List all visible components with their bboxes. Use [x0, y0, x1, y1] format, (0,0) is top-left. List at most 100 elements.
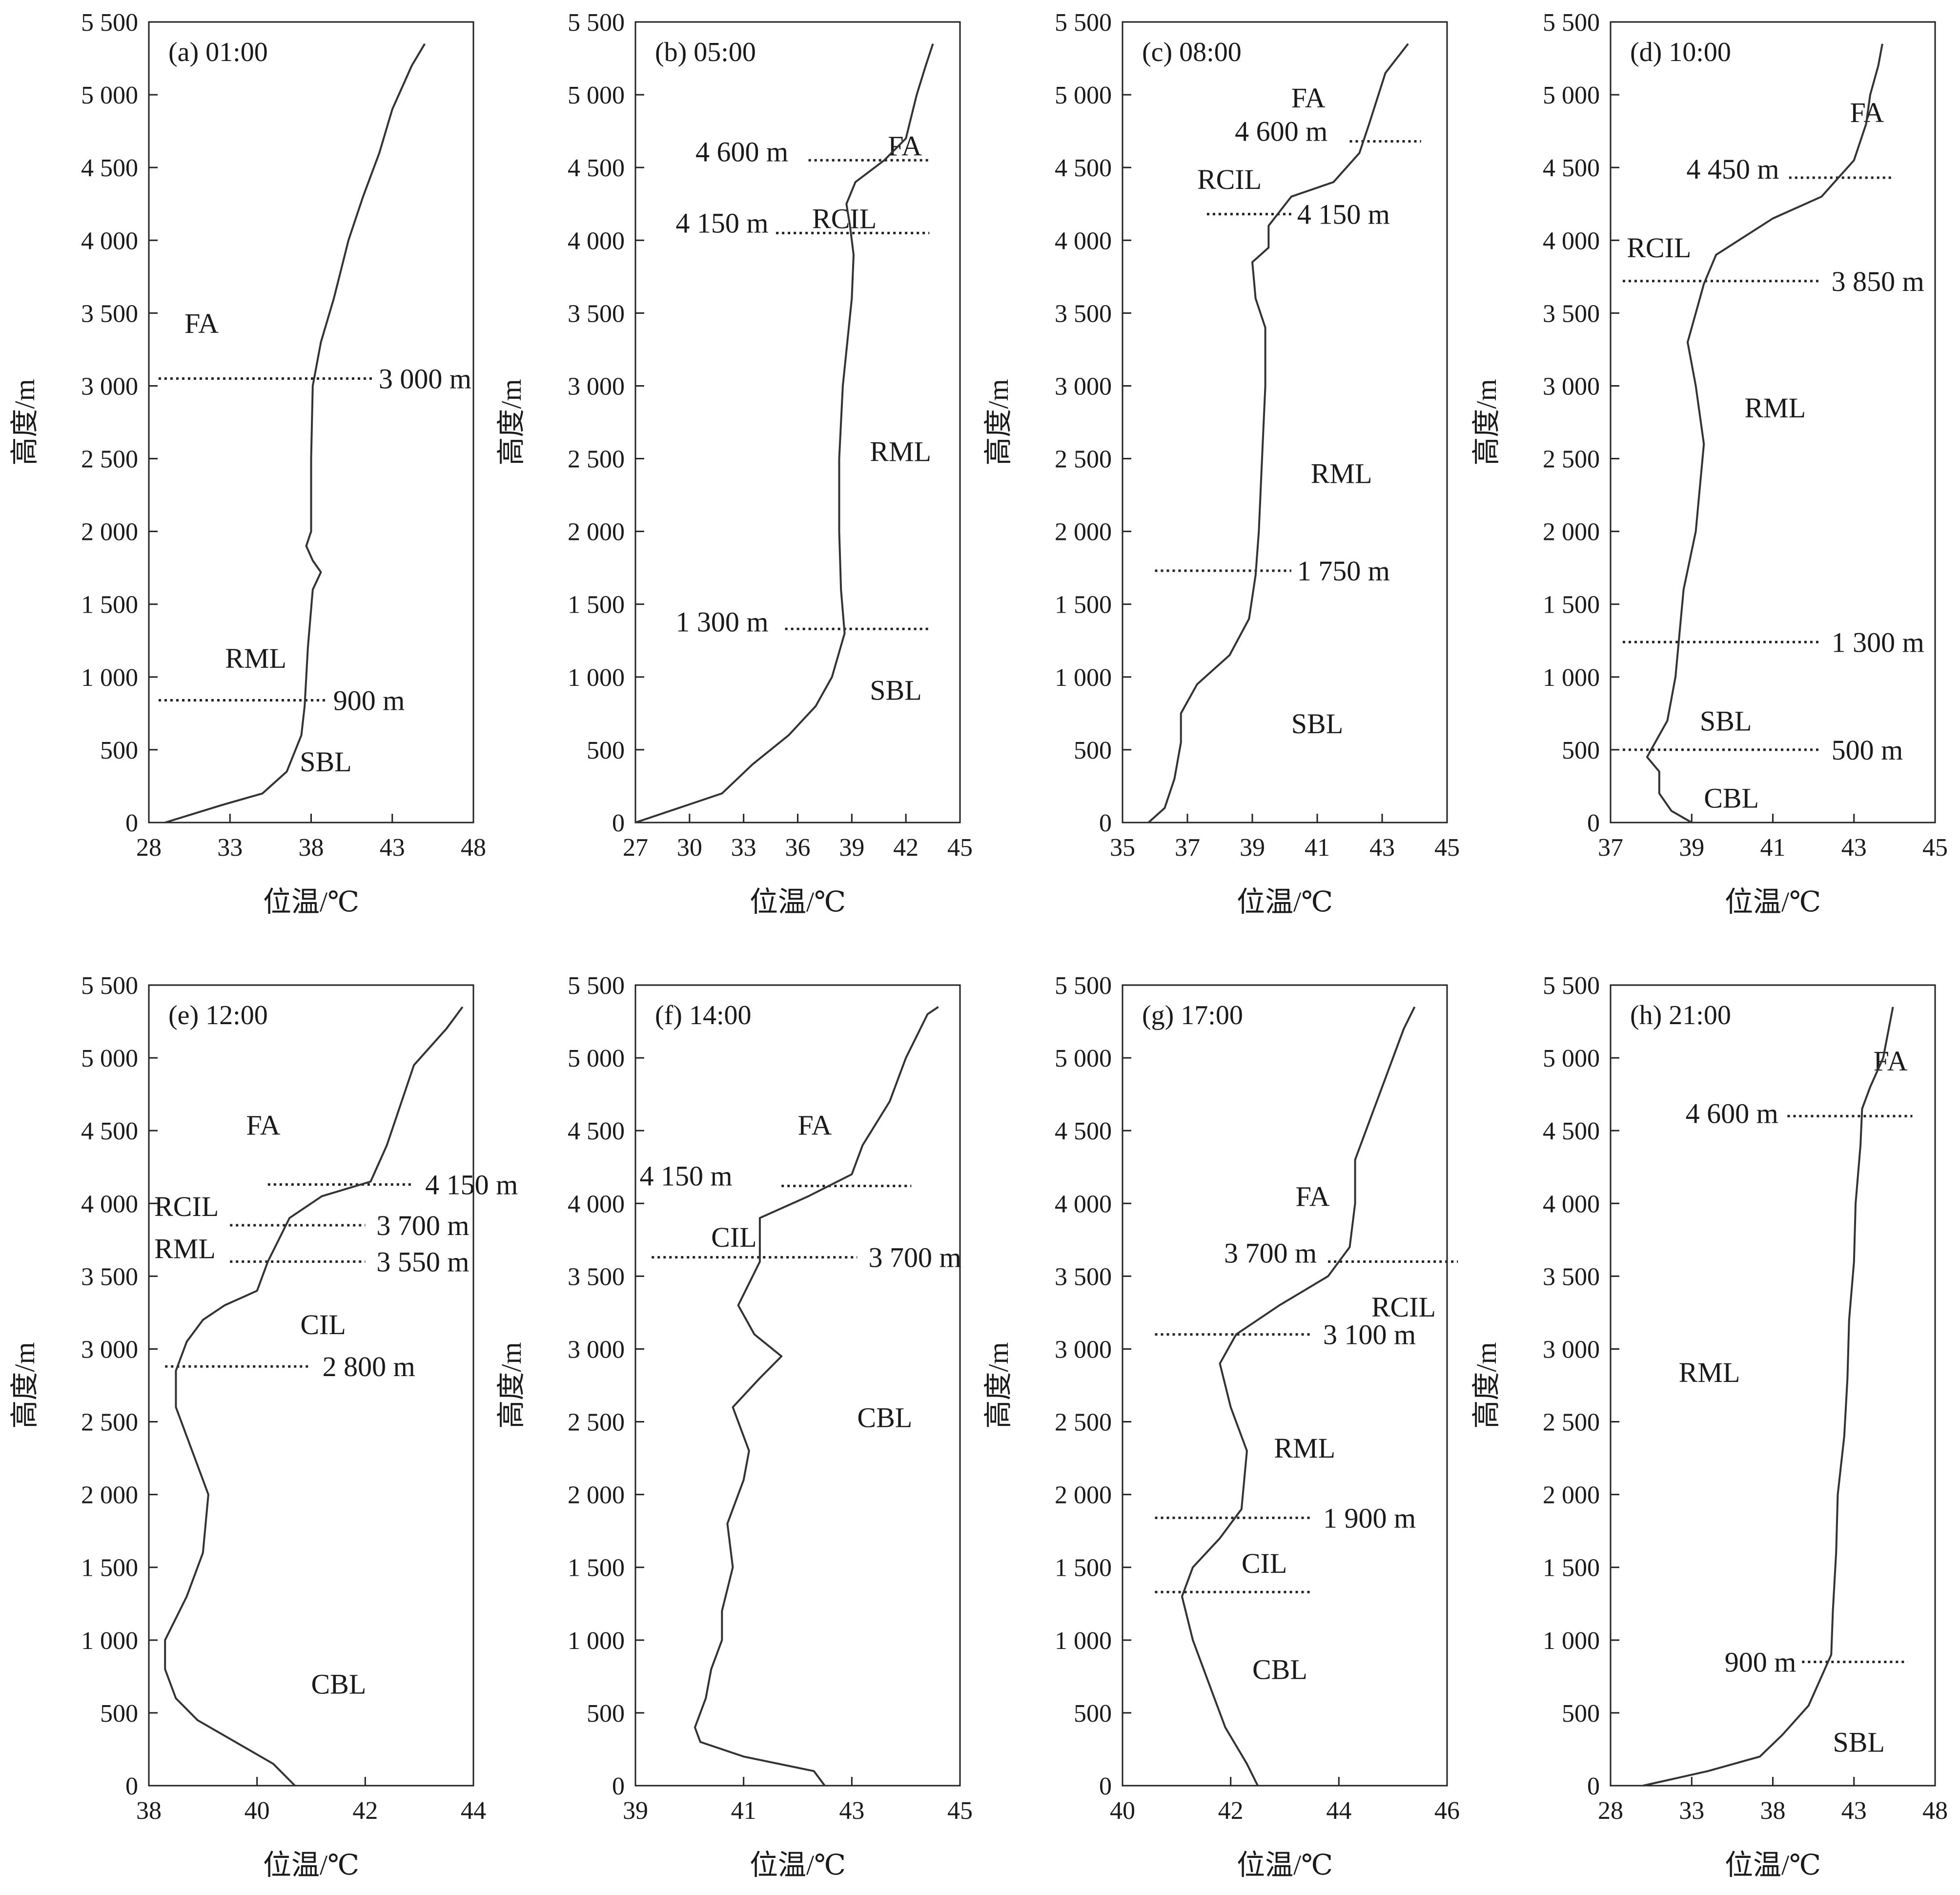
potential-temperature-profile-line: [164, 1006, 464, 1787]
x-axis-title: 位温/℃: [263, 886, 359, 918]
y-tick-label: 2 000: [81, 1482, 138, 1509]
y-tick-label: 2 000: [1543, 1482, 1600, 1509]
x-tick-label: 41: [1305, 834, 1330, 862]
y-tick-label: 3 500: [1055, 300, 1112, 328]
panel-label: (c) 08:00: [1142, 37, 1242, 67]
potential-temperature-profile-line: [1181, 1006, 1416, 1786]
boundary-height-label: 3 700 m: [376, 1210, 469, 1241]
layer-label: FA: [1296, 1180, 1330, 1212]
y-tick-label: 1 000: [568, 664, 625, 692]
y-tick-label: 0: [612, 809, 625, 837]
y-tick-label: 5 500: [1543, 9, 1600, 37]
x-tick-label: 42: [1218, 1797, 1244, 1825]
layer-label: RCIL: [154, 1191, 219, 1222]
x-axis-title: 位温/℃: [1237, 886, 1333, 918]
boundary-height-label: 1 300 m: [1832, 626, 1924, 658]
y-tick-label: 0: [612, 1772, 625, 1800]
potential-temperature-profile-line: [1643, 1007, 1894, 1787]
y-tick-label: 3 000: [81, 372, 138, 400]
y-tick-label: 2 500: [568, 1409, 625, 1437]
y-tick-label: 500: [100, 1700, 138, 1728]
y-tick-label: 4 500: [1055, 1117, 1112, 1145]
y-tick-label: 4 000: [1543, 227, 1600, 255]
x-tick-label: 36: [785, 834, 811, 862]
y-tick-label: 500: [587, 1700, 625, 1728]
layer-label: CBL: [857, 1402, 912, 1434]
y-tick-label: 4 500: [568, 1117, 625, 1145]
boundary-height-label: 3 550 m: [376, 1246, 469, 1278]
y-tick-label: 2 500: [568, 446, 625, 474]
boundary-height-label: 1 900 m: [1323, 1502, 1416, 1534]
chart-panel-d: 37 39 41 43 45 0 500 1 000 1 500 2 000 2 500 3 000 3…: [1470, 9, 1948, 918]
y-tick-label: 1 000: [1055, 664, 1112, 692]
y-tick-label: 4 000: [568, 227, 625, 255]
x-tick-label: 38: [136, 1797, 162, 1825]
boundary-height-label: 4 600 m: [695, 136, 788, 167]
y-tick-label: 1 500: [1055, 1554, 1112, 1582]
layer-label: FA: [246, 1109, 281, 1141]
y-axis-title: 高度/m: [9, 379, 41, 465]
x-tick-label: 38: [299, 834, 324, 862]
y-tick-label: 5 000: [1543, 1045, 1600, 1072]
layer-label: SBL: [300, 746, 351, 778]
y-tick-label: 0: [1587, 1772, 1600, 1800]
x-tick-label: 48: [1922, 1797, 1948, 1825]
x-tick-label: 39: [623, 1797, 648, 1825]
y-tick-label: 1 000: [568, 1627, 625, 1655]
y-axis-title: 高度/m: [982, 1342, 1014, 1428]
potential-temperature-profile-line: [635, 43, 934, 824]
boundary-height-label: 2 800 m: [323, 1351, 415, 1382]
x-tick-label: 33: [1679, 1797, 1704, 1825]
boundary-height-label: 3 700 m: [1224, 1237, 1317, 1269]
layer-label: RCIL: [1197, 164, 1262, 195]
y-tick-label: 5 000: [568, 82, 625, 109]
y-tick-label: 2 500: [81, 446, 138, 474]
boundary-height-label: 1 300 m: [675, 606, 768, 638]
x-axis-title: 位温/℃: [750, 886, 846, 918]
layer-label: FA: [1291, 82, 1326, 114]
panel-label: (d) 10:00: [1630, 37, 1731, 67]
y-tick-label: 3 000: [1055, 1336, 1112, 1363]
x-tick-label: 39: [1240, 834, 1265, 862]
layer-label: SBL: [1291, 708, 1343, 740]
x-axis-title: 位温/℃: [263, 1849, 359, 1881]
x-tick-label: 40: [245, 1797, 270, 1825]
x-tick-label: 45: [947, 834, 973, 862]
y-tick-label: 1 500: [81, 591, 138, 619]
y-tick-label: 3 000: [1543, 1336, 1600, 1363]
chart-panel-f: 39 41 43 45 0 500 1 000 1 500 2 000 2 500 3 000 3 5…: [495, 972, 973, 1881]
panel-label: (f) 14:00: [655, 1000, 752, 1030]
y-tick-label: 3 500: [1055, 1263, 1112, 1291]
y-tick-label: 5 000: [1543, 82, 1600, 109]
layer-label: RML: [1744, 392, 1806, 424]
x-axis-title: 位温/℃: [1725, 1849, 1821, 1881]
x-tick-label: 35: [1110, 834, 1135, 862]
panel-label: (g) 17:00: [1142, 1000, 1243, 1030]
plot-frame: [634, 984, 961, 1787]
boundary-height-label: 3 100 m: [1323, 1319, 1416, 1351]
layer-label: FA: [798, 1109, 832, 1141]
y-tick-label: 2 000: [568, 1482, 625, 1509]
x-tick-label: 42: [352, 1797, 378, 1825]
y-tick-label: 4 500: [81, 154, 138, 182]
plot-frame: [148, 984, 474, 1787]
x-tick-label: 37: [1598, 834, 1623, 862]
y-tick-label: 1 500: [1543, 591, 1600, 619]
x-tick-label: 39: [1679, 834, 1704, 862]
boundary-height-label: 4 150 m: [639, 1160, 732, 1192]
x-tick-label: 43: [1841, 834, 1867, 862]
x-tick-label: 27: [623, 834, 648, 862]
x-tick-label: 41: [731, 1797, 756, 1825]
y-tick-label: 4 000: [1543, 1190, 1600, 1218]
x-tick-label: 28: [136, 834, 162, 862]
boundary-height-label: 900 m: [333, 685, 405, 717]
y-tick-label: 1 500: [568, 591, 625, 619]
layer-label: RML: [1274, 1432, 1335, 1464]
x-tick-label: 37: [1175, 834, 1200, 862]
y-tick-label: 0: [1099, 1772, 1112, 1800]
layer-label: RCIL: [812, 203, 877, 235]
y-tick-label: 3 500: [81, 1263, 138, 1291]
layer-label: CBL: [1252, 1653, 1307, 1685]
y-tick-label: 5 500: [1055, 972, 1112, 1000]
